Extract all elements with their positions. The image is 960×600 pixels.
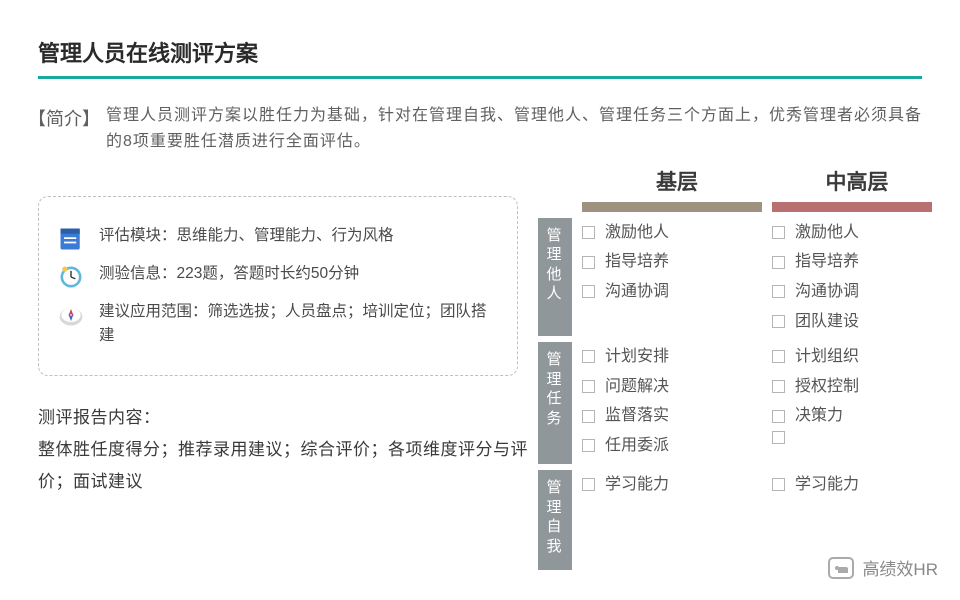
column-header-senior: 中高层 bbox=[772, 166, 942, 196]
checkbox-icon bbox=[582, 478, 595, 491]
column-header-basic: 基层 bbox=[582, 166, 772, 196]
list-item: 指导培养 bbox=[795, 247, 859, 277]
section-label-others: 管理他人 bbox=[538, 218, 572, 336]
checkbox-icon bbox=[772, 226, 785, 239]
compass-icon bbox=[57, 301, 85, 329]
section-label-self: 管理自我 bbox=[538, 470, 572, 570]
list-item: 授权控制 bbox=[795, 372, 859, 402]
checkbox-icon bbox=[582, 439, 595, 452]
checkbox-icon bbox=[772, 350, 785, 363]
list-item: 指导培养 bbox=[605, 247, 669, 277]
list-item: 激励他人 bbox=[605, 218, 669, 248]
list-item: 沟通协调 bbox=[605, 277, 669, 307]
info-line-2: 测验信息：223题，答题时长约50分钟 bbox=[99, 262, 359, 286]
wechat-icon bbox=[828, 557, 854, 579]
list-item: 计划组织 bbox=[795, 342, 859, 372]
checkbox-icon bbox=[772, 431, 785, 444]
bar-senior bbox=[772, 202, 932, 212]
section-label-tasks: 管理任务 bbox=[538, 342, 572, 464]
checkbox-icon bbox=[582, 350, 595, 363]
checkbox-icon bbox=[772, 315, 785, 328]
list-item: 激励他人 bbox=[795, 218, 859, 248]
checkbox-icon bbox=[772, 380, 785, 393]
list-item: 监督落实 bbox=[605, 401, 669, 431]
list-item: 问题解决 bbox=[605, 372, 669, 402]
checkbox-icon bbox=[772, 410, 785, 423]
list-item: 沟通协调 bbox=[795, 277, 859, 307]
intro-text: 管理人员测评方案以胜任力为基础，针对在管理自我、管理他人、管理任务三个方面上，优… bbox=[106, 103, 922, 156]
list-item: 计划安排 bbox=[605, 342, 669, 372]
list-item: 学习能力 bbox=[605, 470, 669, 500]
list-item: 团队建设 bbox=[795, 307, 859, 337]
checkbox-icon bbox=[582, 380, 595, 393]
page-title: 管理人员在线测评方案 bbox=[38, 36, 922, 68]
list-item: 决策力 bbox=[795, 401, 843, 431]
checkbox-icon bbox=[582, 410, 595, 423]
list-item: 任用委派 bbox=[605, 431, 669, 461]
list-item: 学习能力 bbox=[795, 470, 859, 500]
checkbox-icon bbox=[582, 285, 595, 298]
info-box: 评估模块：思维能力、管理能力、行为风格 测验信息：223题，答题时长约50分钟 bbox=[38, 196, 518, 376]
info-line-1: 评估模块：思维能力、管理能力、行为风格 bbox=[99, 224, 394, 248]
clock-icon bbox=[57, 263, 85, 291]
book-icon bbox=[57, 225, 85, 253]
checkbox-icon bbox=[772, 478, 785, 491]
checkbox-icon bbox=[772, 285, 785, 298]
report-body: 整体胜任度得分；推荐录用建议；综合评价；各项维度评分与评价；面试建议 bbox=[38, 434, 528, 499]
watermark-text: 高绩效HR bbox=[862, 555, 938, 580]
report-heading: 测评报告内容： bbox=[38, 402, 528, 434]
checkbox-icon bbox=[582, 256, 595, 269]
checkbox-icon bbox=[582, 226, 595, 239]
intro-tag: 【简介】 bbox=[28, 103, 100, 131]
checkbox-icon bbox=[772, 256, 785, 269]
watermark: 高绩效HR bbox=[828, 555, 938, 580]
title-underline bbox=[38, 76, 922, 79]
info-line-3: 建议应用范围：筛选选拔；人员盘点；培训定位；团队搭建 bbox=[99, 300, 499, 348]
bar-basic bbox=[582, 202, 762, 212]
